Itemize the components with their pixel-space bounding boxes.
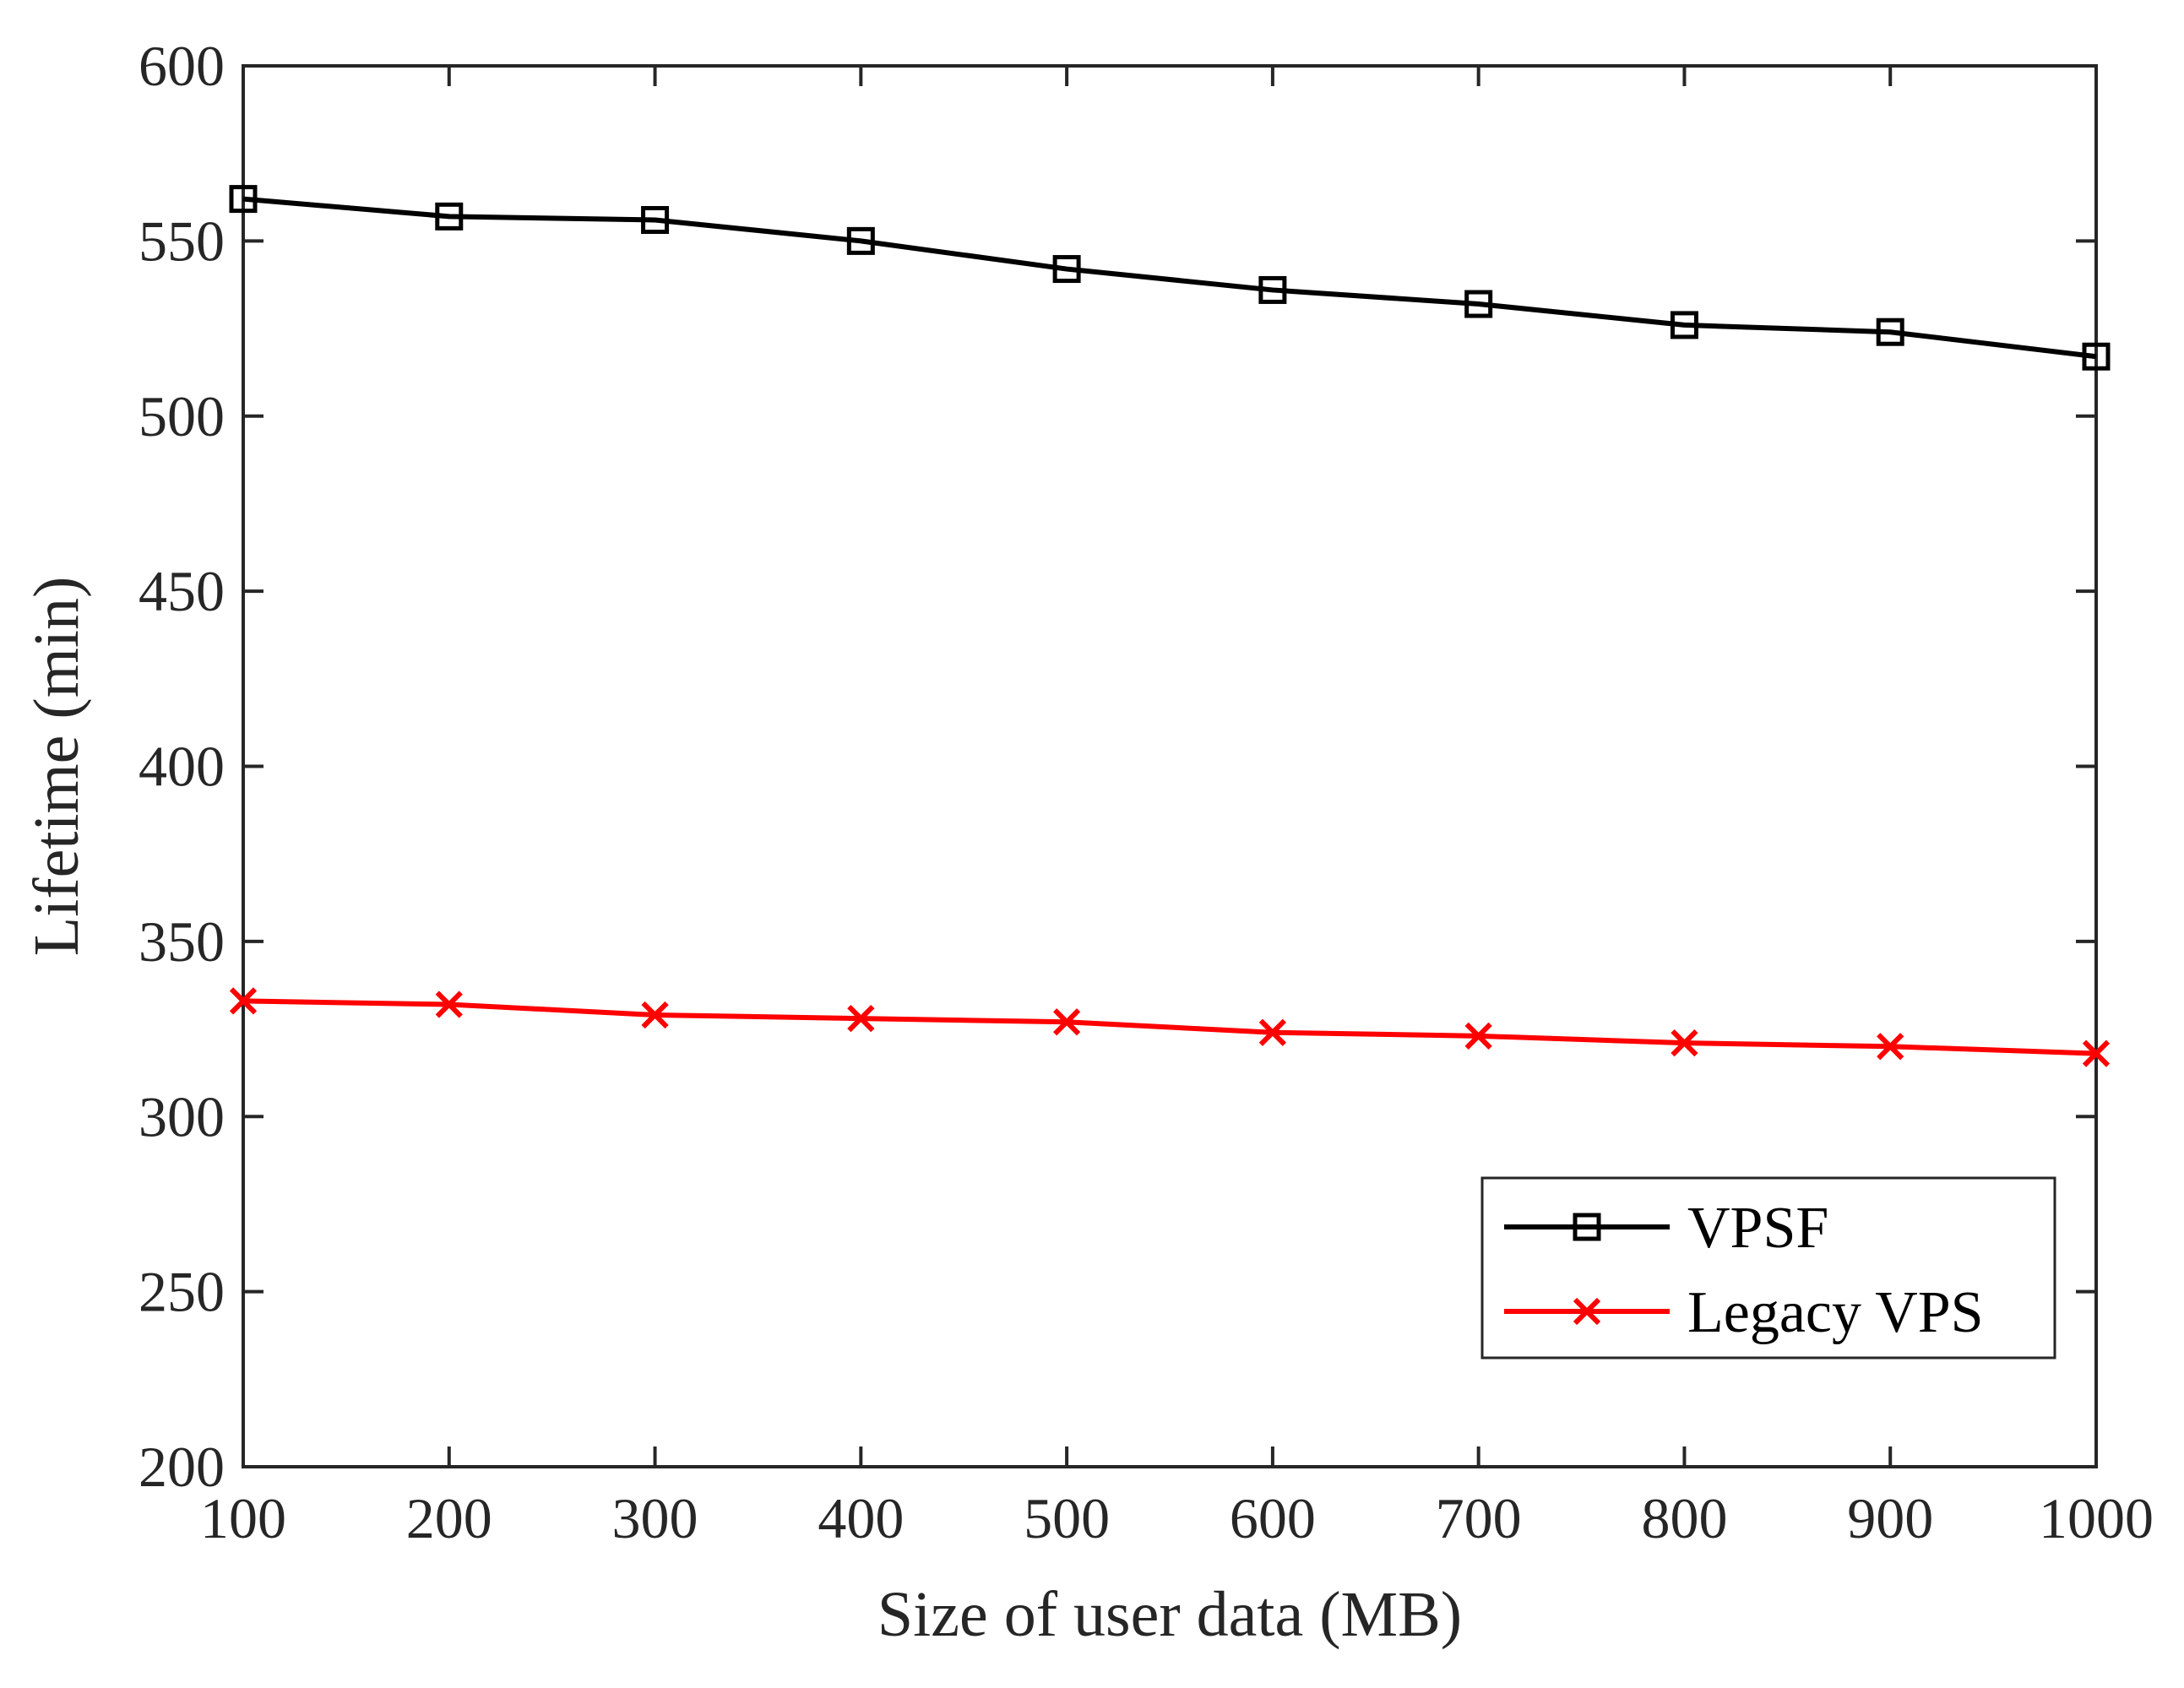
series-legacy-vps <box>229 987 2111 1067</box>
x-tick-label: 1000 <box>2039 1486 2154 1550</box>
x-marker-stroke <box>2082 1039 2111 1067</box>
x-marker-point <box>435 991 463 1018</box>
square-marker-point <box>1464 290 1493 318</box>
x-tick-label: 500 <box>1024 1486 1110 1550</box>
square-marker-point <box>1258 275 1287 304</box>
x-marker-stroke <box>1258 1018 1287 1046</box>
x-marker-stroke <box>641 1001 669 1029</box>
x-marker-stroke <box>1464 1022 1492 1050</box>
square-marker-point <box>1670 311 1698 339</box>
y-tick-label: 600 <box>139 34 225 98</box>
y-tick-label: 450 <box>139 559 225 623</box>
x-marker-point <box>1464 1022 1492 1050</box>
legend-label: Legacy VPS <box>1687 1280 1984 1345</box>
y-tick-label: 500 <box>139 384 225 448</box>
x-marker-stroke <box>1052 1008 1081 1036</box>
y-axis-tick-labels: 200 250 300 350 400 450 500 550 600 <box>139 34 225 1499</box>
x-tick-label: 600 <box>1230 1486 1316 1550</box>
x-marker-point <box>847 1004 875 1033</box>
y-tick-label: 200 <box>139 1435 225 1499</box>
square-marker-point <box>2082 342 2111 371</box>
square-marker-point <box>846 226 875 255</box>
square-marker-point <box>435 202 464 231</box>
series-line <box>242 998 2097 1056</box>
series-line <box>242 196 2097 360</box>
square-marker-point <box>1052 255 1081 284</box>
y-tick-label: 300 <box>139 1084 225 1148</box>
x-marker-stroke <box>435 991 463 1018</box>
x-axis-title: Size of user data (MB) <box>877 1579 1462 1650</box>
x-marker-stroke <box>1877 1033 1904 1061</box>
x-marker-stroke <box>1573 1297 1601 1326</box>
x-tick-label: 100 <box>200 1486 286 1550</box>
x-marker-point <box>229 987 258 1015</box>
x-marker-point <box>1877 1033 1904 1061</box>
x-marker-point <box>1671 1029 1698 1057</box>
square-marker-point <box>1876 318 1904 346</box>
y-tick-label: 400 <box>139 735 225 799</box>
series-vpsf <box>229 185 2111 371</box>
x-tick-label: 800 <box>1641 1486 1727 1550</box>
x-marker-point <box>2082 1039 2111 1067</box>
legend-entries: VPSF Legacy VPS <box>1504 1196 1984 1345</box>
legend-label: VPSF <box>1687 1196 1828 1261</box>
x-marker-stroke <box>1671 1029 1698 1057</box>
y-tick-label: 250 <box>139 1260 225 1324</box>
x-marker-stroke <box>847 1004 875 1033</box>
x-axis-tick-labels: 100 200 300 400 500 600 700 800 900 1000 <box>200 1486 2154 1550</box>
x-marker-point <box>1052 1008 1081 1036</box>
x-tick-label: 400 <box>818 1486 904 1550</box>
x-marker <box>1573 1297 1601 1326</box>
x-tick-label: 900 <box>1847 1486 1933 1550</box>
x-marker-point <box>641 1001 669 1029</box>
legend-entry: Legacy VPS <box>1504 1280 1984 1345</box>
series-layer <box>229 185 2111 1067</box>
x-tick-label: 700 <box>1436 1486 1522 1550</box>
square-marker-point <box>641 205 670 234</box>
legend-box <box>1480 1176 2056 1360</box>
axis-ticks <box>242 64 2098 1468</box>
square-marker-point <box>229 185 258 214</box>
y-tick-label: 550 <box>139 209 225 273</box>
square-marker <box>1573 1213 1601 1241</box>
x-marker-point <box>1258 1018 1287 1046</box>
y-tick-label: 350 <box>139 909 225 974</box>
x-tick-label: 300 <box>612 1486 698 1550</box>
x-marker-stroke <box>229 987 258 1015</box>
legend-entry: VPSF <box>1504 1196 1828 1261</box>
y-axis-title: Lifetime (min) <box>21 577 92 957</box>
legend: VPSF Legacy VPS <box>1480 1176 2056 1360</box>
x-tick-label: 200 <box>406 1486 492 1550</box>
